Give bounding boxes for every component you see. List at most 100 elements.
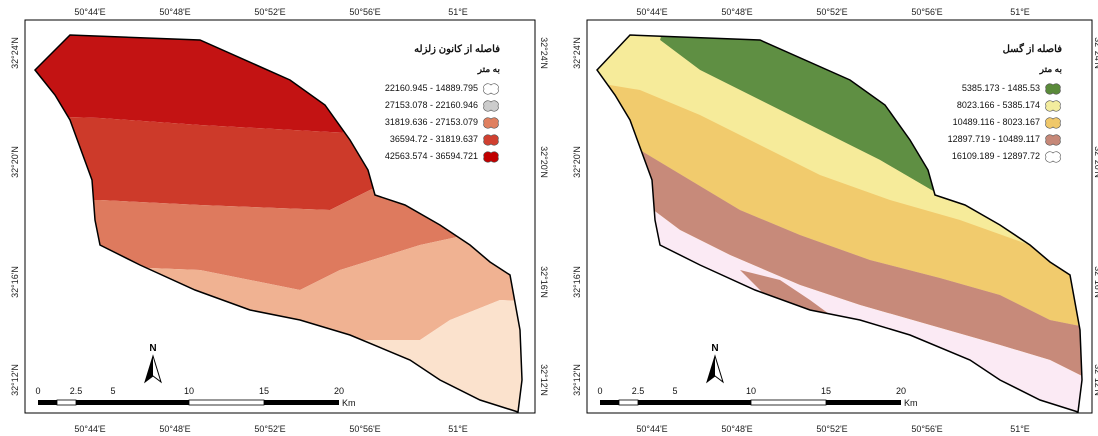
left-scale-tick-3: 10	[184, 386, 194, 396]
left-legend-swatch-5	[483, 151, 499, 163]
right-legend: فاصله از گسل به متر 5385.173 - 1485.53 8…	[948, 42, 1062, 163]
right-zone-brown	[597, 130, 1082, 385]
left-scale-seg-5	[188, 399, 265, 406]
left-legend-swatch-3	[483, 117, 499, 129]
left-scale-tick-1: 2.5	[70, 386, 83, 396]
right-legend-swatch-3	[1045, 117, 1061, 129]
left-lon-ticks-bottom: 50°44'E 50°48'E 50°52'E 50°56'E 51°E	[74, 424, 467, 434]
right-north-arrow-fill	[707, 356, 715, 382]
left-scale-seg-4	[113, 400, 189, 405]
right-lon-bot-2: 50°48'E	[721, 424, 752, 434]
left-legend-item-5-label: 42563.574 - 36594.721	[385, 151, 478, 161]
left-map: 50°44'E 50°48'E 50°52'E 50°56'E 51°E 50°…	[10, 7, 549, 434]
left-legend-title: فاصله از کانون زلزله	[414, 44, 500, 55]
left-lon-top-2: 50°48'E	[159, 7, 190, 17]
right-scale-tick-3: 10	[746, 386, 756, 396]
right-legend-swatch-2	[1045, 100, 1061, 112]
right-legend-item-2-label: 8023.166 - 5385.174	[957, 100, 1040, 110]
right-north-label: N	[711, 343, 718, 354]
left-north-arrow-fill	[145, 356, 153, 382]
right-lon-top-1: 50°44'E	[636, 7, 667, 17]
right-scale-seg-2	[618, 399, 639, 406]
right-lon-bot-3: 50°52'E	[816, 424, 847, 434]
right-scale-seg-4	[675, 400, 751, 405]
left-legend-swatch-2	[483, 100, 499, 112]
left-legend-unit: به متر	[477, 64, 500, 75]
left-lon-bot-4: 50°56'E	[349, 424, 380, 434]
right-legend-item-1-label: 5385.173 - 1485.53	[962, 83, 1040, 93]
left-north-label: N	[149, 343, 156, 354]
left-lon-bot-3: 50°52'E	[254, 424, 285, 434]
right-legend-item-3-label: 10489.116 - 8023.167	[953, 117, 1040, 127]
left-scale-seg-3	[76, 400, 113, 405]
right-lon-ticks-top: 50°44'E 50°48'E 50°52'E 50°56'E 51°E	[636, 7, 1029, 17]
right-north-arrow-icon: N	[706, 343, 724, 384]
left-lat-l-4: 32°12'N	[10, 364, 20, 396]
left-lat-r-3: 32°16'N	[539, 266, 549, 298]
left-lon-bot-5: 51°E	[448, 424, 468, 434]
left-scale-seg-2	[56, 399, 77, 406]
right-scale-seg-1	[600, 400, 619, 405]
right-lon-ticks-bottom: 50°44'E 50°48'E 50°52'E 50°56'E 51°E	[636, 424, 1029, 434]
right-scale-seg-6	[826, 400, 901, 405]
left-lat-l-3: 32°16'N	[10, 266, 20, 298]
right-map: 50°44'E 50°48'E 50°52'E 50°56'E 51°E 50°…	[572, 7, 1098, 434]
left-lat-r-4: 32°12'N	[539, 364, 549, 396]
right-lat-l-1: 32°24'N	[572, 37, 582, 69]
right-lat-l-3: 32°16'N	[572, 266, 582, 298]
left-lon-top-1: 50°44'E	[74, 7, 105, 17]
right-legend-unit: به متر	[1039, 64, 1062, 75]
right-scale-tick-2: 5	[672, 386, 677, 396]
left-scale-bar: 0 2.5 5 10 15 20 Km	[35, 386, 355, 408]
left-legend-item-4-label: 36594.72 - 31819.637	[390, 134, 478, 144]
left-map-boundary	[33, 34, 523, 413]
left-scale-tick-2: 5	[110, 386, 115, 396]
right-scale-bar: 0 2.5 5 10 15 20 Km	[597, 386, 917, 408]
left-scale-seg-6	[264, 400, 339, 405]
right-lon-top-5: 51°E	[1010, 7, 1030, 17]
left-scale-unit: Km	[342, 398, 356, 408]
left-lon-ticks-top: 50°44'E 50°48'E 50°52'E 50°56'E 51°E	[74, 7, 467, 17]
right-lat-l-2: 32°20'N	[572, 146, 582, 178]
right-lat-ticks-right: 32°24'N 32°20'N 32°16'N 32°12'N	[1093, 37, 1098, 396]
left-lon-top-4: 50°56'E	[349, 7, 380, 17]
right-map-boundary	[596, 34, 1083, 413]
left-scale-seg-1	[38, 400, 57, 405]
right-lon-top-4: 50°56'E	[911, 7, 942, 17]
right-zone-orange	[597, 80, 1082, 330]
right-lat-r-2: 32°20'N	[1093, 146, 1098, 178]
left-legend: فاصله از کانون زلزله به متر 22160.945 - …	[385, 44, 500, 163]
right-legend-swatch-1	[1045, 83, 1061, 95]
right-lon-top-2: 50°48'E	[721, 7, 752, 17]
left-lon-top-3: 50°52'E	[254, 7, 285, 17]
left-lon-top-5: 51°E	[448, 7, 468, 17]
right-legend-swatch-5	[1045, 151, 1061, 163]
right-scale-seg-5	[750, 399, 827, 406]
right-scale-tick-1: 2.5	[632, 386, 645, 396]
right-lon-bot-5: 51°E	[1010, 424, 1030, 434]
left-legend-item-3-label: 31819.636 - 27153.079	[385, 117, 478, 127]
right-lat-r-1: 32°24'N	[1093, 37, 1098, 69]
right-lat-r-4: 32°12'N	[1093, 364, 1098, 396]
left-legend-swatch-4	[483, 134, 499, 146]
right-zone-brown-patch	[740, 270, 840, 322]
left-lat-ticks-left: 32°24'N 32°20'N 32°16'N 32°12'N	[10, 37, 20, 396]
right-lon-bot-4: 50°56'E	[911, 424, 942, 434]
right-lat-l-4: 32°12'N	[572, 364, 582, 396]
right-scale-tick-4: 15	[821, 386, 831, 396]
left-lat-l-2: 32°20'N	[10, 146, 20, 178]
right-scale-seg-3	[638, 400, 675, 405]
left-north-arrow-icon: N	[144, 343, 162, 384]
left-lon-bot-1: 50°44'E	[74, 424, 105, 434]
right-legend-swatch-4	[1045, 134, 1061, 146]
right-lon-bot-1: 50°44'E	[636, 424, 667, 434]
left-lon-bot-2: 50°48'E	[159, 424, 190, 434]
left-lat-l-1: 32°24'N	[10, 37, 20, 69]
right-scale-tick-5: 20	[896, 386, 906, 396]
right-scale-tick-0: 0	[597, 386, 602, 396]
left-scale-tick-4: 15	[259, 386, 269, 396]
left-legend-item-2-label: 27153.078 - 22160.946	[385, 100, 478, 110]
right-legend-item-4-label: 12897.719 - 10489.117	[948, 134, 1040, 144]
left-lat-r-2: 32°20'N	[539, 146, 549, 178]
